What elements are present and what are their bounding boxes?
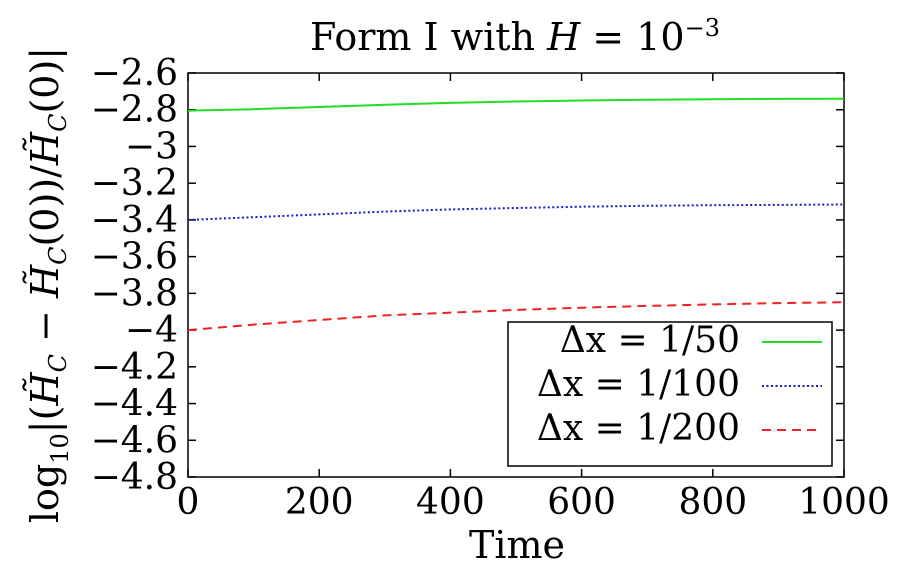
- y-tick-label: −2.8: [91, 90, 178, 131]
- y-tick-label: −3.6: [91, 237, 178, 278]
- series-line-3: [187, 301, 845, 332]
- y-tick-label: −3.4: [91, 200, 178, 241]
- series-line-2: [187, 203, 845, 221]
- x-tick-label: 200: [285, 482, 354, 523]
- series-line-1: [187, 97, 845, 112]
- y-tick-label: −3.2: [91, 163, 178, 204]
- y-axis-label: log10|(H̃C − H̃C(0))/H̃C(0)|: [23, 47, 74, 523]
- x-tick-label: 800: [678, 482, 747, 523]
- legend-box: [507, 321, 833, 467]
- x-tick-label: 0: [177, 482, 200, 523]
- y-tick-label: −4: [125, 310, 178, 351]
- y-tick-label: −4.4: [91, 384, 178, 425]
- legend-label-3: Δx = 1/200: [537, 408, 740, 449]
- chart-title: Form I with H = 10−3: [310, 14, 720, 59]
- y-tick-label: −4.2: [91, 347, 178, 388]
- y-tick-label: −4.8: [91, 457, 178, 498]
- x-tick-label: 1000: [798, 482, 890, 523]
- y-tick-label: −3: [125, 126, 178, 167]
- x-axis-label: Time: [469, 523, 565, 567]
- y-tick-label: −3.8: [91, 273, 178, 314]
- y-tick-label: −2.6: [91, 53, 178, 94]
- y-tick-label: −4.6: [91, 420, 178, 461]
- x-tick-label: 600: [547, 482, 616, 523]
- plot-frame: [187, 72, 845, 478]
- legend-label-1: Δx = 1/50: [560, 320, 740, 361]
- x-tick-label: 400: [416, 482, 485, 523]
- legend-label-2: Δx = 1/100: [537, 364, 740, 405]
